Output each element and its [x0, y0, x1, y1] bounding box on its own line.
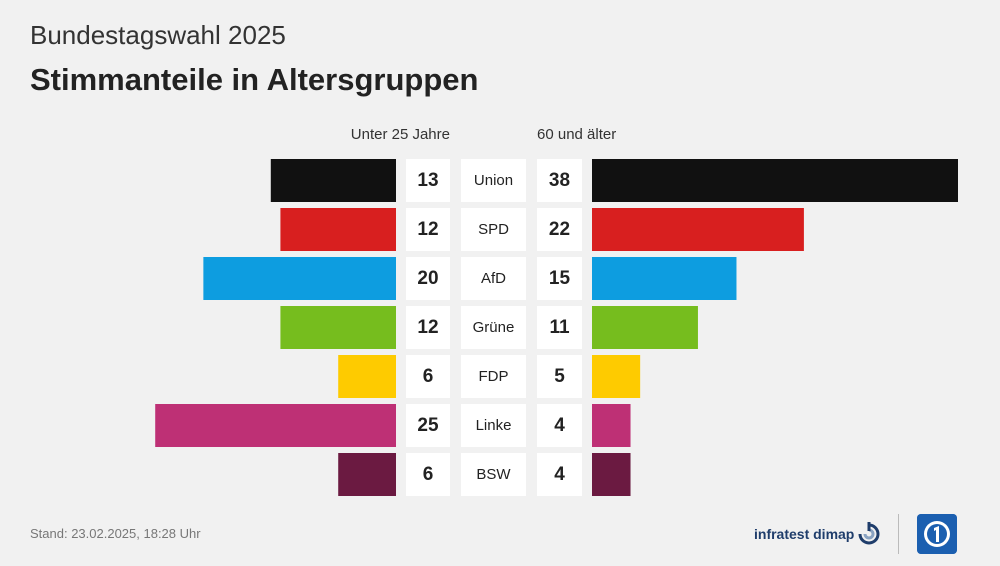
- footer-divider: [898, 514, 899, 554]
- value-label-under25-bsw: 6: [423, 464, 434, 485]
- value-box-60plus-spd: [537, 208, 582, 251]
- series-label-60-plus: 60 und älter: [537, 126, 617, 143]
- value-box-under25-afd: [406, 257, 450, 300]
- party-label-union: Union: [474, 172, 513, 189]
- party-box-afd: [461, 257, 526, 300]
- value-label-60plus-gr-ne: 11: [549, 317, 570, 338]
- party-label-linke: Linke: [476, 417, 512, 434]
- bar-60plus-gr-ne: [592, 306, 698, 349]
- bar-60plus-spd: [592, 208, 804, 251]
- party-label-afd: AfD: [481, 270, 506, 287]
- ard-logo-icon: [917, 514, 957, 554]
- bar-under25-union: [270, 159, 396, 202]
- value-box-under25-fdp: [406, 355, 450, 398]
- party-label-fdp: FDP: [479, 368, 509, 385]
- value-box-under25-spd: [406, 208, 450, 251]
- value-label-under25-linke: 25: [417, 415, 439, 436]
- value-box-60plus-bsw: [537, 453, 582, 496]
- value-label-under25-afd: 20: [417, 268, 438, 289]
- value-label-60plus-afd: 15: [549, 268, 571, 289]
- series-label-under-25: Unter 25 Jahre: [350, 126, 450, 143]
- party-box-bsw: [461, 453, 526, 496]
- party-label-bsw: BSW: [476, 466, 511, 483]
- party-box-spd: [461, 208, 526, 251]
- value-label-60plus-fdp: 5: [554, 366, 565, 387]
- bar-60plus-fdp: [592, 355, 641, 398]
- value-box-60plus-gr-ne: [537, 306, 582, 349]
- party-box-gr-ne: [461, 306, 526, 349]
- value-box-60plus-linke: [537, 404, 582, 447]
- value-box-under25-bsw: [406, 453, 450, 496]
- party-box-fdp: [461, 355, 526, 398]
- value-label-60plus-union: 38: [549, 170, 570, 191]
- chart-kicker: Bundestagswahl 2025: [30, 20, 286, 50]
- bar-60plus-linke: [592, 404, 631, 447]
- bar-60plus-bsw: [592, 453, 631, 496]
- value-box-60plus-fdp: [537, 355, 582, 398]
- value-box-under25-union: [406, 159, 450, 202]
- bar-under25-bsw: [338, 453, 396, 496]
- value-label-under25-gr-ne: 12: [417, 317, 438, 338]
- bar-under25-afd: [203, 257, 396, 300]
- bar-60plus-union: [592, 159, 958, 202]
- source-label: infratest dimap: [754, 526, 855, 542]
- value-label-60plus-bsw: 4: [554, 464, 565, 485]
- party-box-linke: [461, 404, 526, 447]
- value-box-60plus-union: [537, 159, 582, 202]
- bar-under25-gr-ne: [280, 306, 396, 349]
- value-label-60plus-spd: 22: [549, 219, 570, 240]
- value-box-60plus-afd: [537, 257, 582, 300]
- bar-under25-linke: [155, 404, 396, 447]
- value-label-under25-union: 13: [417, 170, 438, 191]
- value-label-under25-fdp: 6: [423, 366, 434, 387]
- infratest-dimap-logo-icon: [858, 522, 880, 545]
- value-label-60plus-linke: 4: [554, 415, 565, 436]
- bar-under25-spd: [280, 208, 396, 251]
- party-label-spd: SPD: [478, 221, 509, 238]
- chart-title: Stimmanteile in Altersgruppen: [30, 62, 479, 97]
- bar-under25-fdp: [338, 355, 396, 398]
- value-box-under25-gr-ne: [406, 306, 450, 349]
- value-box-under25-linke: [406, 404, 450, 447]
- timestamp: Stand: 23.02.2025, 18:28 Uhr: [30, 526, 201, 541]
- bar-60plus-afd: [592, 257, 737, 300]
- party-label-gr-ne: Grüne: [473, 319, 515, 336]
- party-box-union: [461, 159, 526, 202]
- value-label-under25-spd: 12: [417, 219, 438, 240]
